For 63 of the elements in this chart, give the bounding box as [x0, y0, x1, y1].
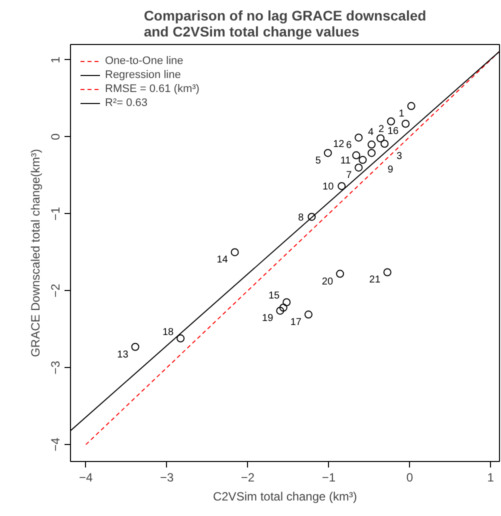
legend-label: Regression line [105, 68, 181, 82]
point [368, 148, 376, 157]
point [352, 151, 360, 160]
x-tick-label: −4 [79, 470, 94, 484]
point [131, 342, 140, 351]
point [354, 134, 363, 142]
annotation: 15 [268, 290, 280, 302]
annotation: 20 [322, 276, 334, 288]
x-tick-label: −2 [240, 470, 255, 484]
point [407, 102, 416, 110]
y-tick-label: 0 [48, 133, 62, 140]
point [380, 140, 389, 148]
annotation: 10 [322, 182, 334, 193]
point [282, 298, 291, 306]
annotation: 3 [396, 151, 403, 162]
annotation: R²= 0.63 [105, 96, 148, 110]
annotation: 7 [346, 170, 352, 182]
annotation: 9 [388, 164, 394, 176]
annotation: 14 [216, 254, 228, 266]
annotation: 21 [369, 274, 381, 286]
point [308, 212, 316, 221]
point [354, 164, 363, 172]
annotation: 13 [117, 349, 129, 360]
point [304, 310, 312, 319]
point [276, 306, 284, 315]
point [376, 134, 385, 142]
annotation: 4 [368, 126, 374, 138]
annotation: 11 [340, 155, 352, 166]
annotation: 5 [315, 155, 322, 166]
annotation: 18 [162, 326, 174, 338]
y-tick-label: −4 [48, 437, 62, 452]
x-axis-title: C2VSim total change (km³) [212, 490, 358, 504]
point [358, 156, 367, 164]
y-axis-title: GRACE Downscaled total change(km³) [28, 148, 42, 358]
y-tick-label: −2 [48, 284, 62, 298]
y-tick-label: −3 [48, 360, 62, 374]
annotation: RMSE = 0.61 (km³) [105, 82, 200, 96]
point [402, 120, 410, 128]
annotation: 8 [298, 212, 304, 224]
x-tick-label: 0 [406, 470, 414, 484]
annotation: 6 [346, 140, 352, 152]
point [387, 117, 396, 126]
x-tick-label: 1 [487, 470, 494, 484]
x-tick-label: −3 [160, 470, 174, 484]
point [230, 248, 239, 256]
x-tick-label: −1 [322, 470, 336, 484]
chart-title: Comparison of no lag GRACE downscaled and C2VSim total change values [144, 8, 426, 40]
point [176, 334, 185, 342]
y-tick-label: −1 [48, 206, 62, 221]
point [336, 270, 344, 278]
point [279, 304, 288, 312]
annotation: 1 [398, 108, 405, 120]
point [368, 140, 376, 149]
annotation: 17 [290, 317, 302, 328]
annotation: 12 [333, 138, 345, 150]
annotation: 19 [262, 313, 274, 324]
point [324, 148, 332, 157]
point [338, 182, 346, 190]
point [383, 268, 392, 276]
annotation: 2 [378, 124, 384, 135]
y-tick-label: 1 [48, 56, 62, 64]
legend-label: One-to-One line [105, 54, 184, 68]
annotation: 16 [387, 126, 400, 138]
